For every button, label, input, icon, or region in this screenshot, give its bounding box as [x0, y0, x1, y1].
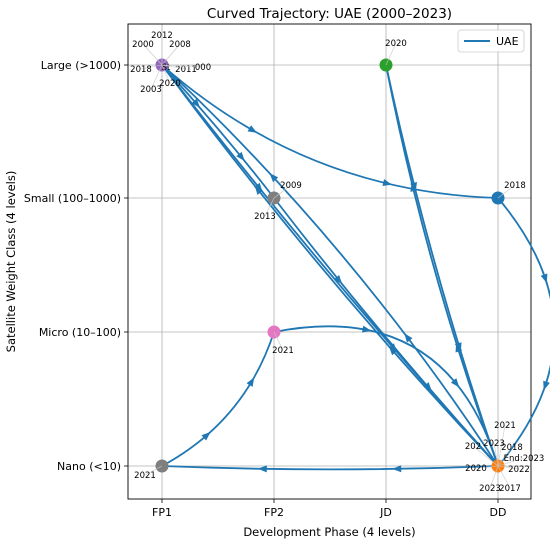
trajectory-segment [161, 331, 275, 467]
year-annotation: 2018 [501, 443, 523, 453]
year-annotation: 2020 [385, 39, 407, 49]
trajectory-segment [161, 64, 499, 467]
y-tick-label: Micro (10–100) [39, 326, 121, 339]
year-annotation: 2020 [159, 79, 181, 89]
direction-arrow [246, 377, 255, 387]
direction-arrow [540, 273, 548, 284]
direction-arrow [191, 98, 200, 108]
direction-arrow [333, 274, 343, 285]
direction-arrow [254, 182, 263, 193]
y-tick-label: Small (100–1000) [24, 192, 121, 205]
y-axis-label: Satellite Weight Class (4 levels) [4, 171, 18, 353]
x-tick-label: FP2 [264, 506, 284, 519]
year-annotation: 2008 [169, 40, 191, 50]
plot-frame [127, 23, 532, 500]
direction-arrow [410, 181, 417, 192]
annotation-leader [497, 465, 511, 489]
direction-arrow [269, 173, 279, 183]
direction-arrow [257, 465, 267, 473]
x-axis-label: Development Phase (4 levels) [243, 525, 415, 539]
annotation-leader [497, 457, 525, 467]
legend-box [457, 29, 525, 53]
year-annotation: 2017 [499, 484, 521, 494]
direction-arrow [404, 333, 413, 343]
year-annotation: 2000 [132, 40, 154, 50]
direction-arrow [454, 342, 462, 352]
trajectory-segment [385, 64, 499, 467]
year-annotation: 2013 [254, 212, 276, 222]
annotation-leader [493, 442, 499, 467]
annotation-leader [497, 424, 506, 467]
direction-arrow [236, 151, 245, 162]
annotation-leader [142, 43, 163, 66]
annotation-leader [144, 465, 163, 476]
y-tick-label: Large (>1000) [41, 59, 121, 72]
year-annotation: St [162, 63, 171, 73]
trajectory-segment [273, 325, 499, 467]
year-annotation: 2021 [272, 346, 294, 356]
annotation-leader [475, 465, 499, 469]
annotation-leader [273, 331, 284, 351]
annotation-leader [497, 465, 520, 470]
legend-entry: UAE [496, 35, 519, 48]
trajectory-segment [161, 465, 499, 471]
year-annotation: 2018 [504, 181, 526, 191]
annotation-leader [264, 197, 275, 217]
direction-arrow [361, 325, 372, 333]
direction-arrow [247, 125, 258, 133]
annotation-leader [140, 64, 163, 70]
annotation-leader [497, 446, 513, 467]
legend: UAE [457, 29, 525, 53]
year-annotation: End:2023 [504, 454, 545, 464]
year-annotation: 2003 [140, 85, 162, 95]
year-annotation: 2021 [134, 471, 156, 481]
annotation-leader [161, 64, 187, 70]
trajectory-segment [385, 64, 499, 467]
direction-arrow [392, 465, 402, 473]
annotation-leader [472, 445, 499, 467]
annotation-leader [385, 42, 397, 66]
year-annotation: 2011 [175, 65, 197, 75]
trajectory-segment [497, 197, 550, 467]
year-annotation: 2023 [479, 484, 501, 494]
direction-arrow [201, 431, 211, 441]
year-annotation: 2022 [508, 465, 530, 475]
direction-arrow [543, 380, 550, 391]
annotation-leader [489, 465, 499, 489]
chart-title: Curved Trajectory: UAE (2000–2023) [207, 6, 452, 22]
direction-arrow [382, 179, 393, 186]
year-annotation: 2012 [151, 31, 173, 41]
year-annotation: 202 [465, 442, 481, 452]
x-tick-label: DD [490, 506, 507, 519]
year-annotation: 2020 [465, 464, 487, 474]
year-annotation: 2021 [494, 421, 516, 431]
x-tick-label: JD [379, 506, 392, 519]
direction-arrow [388, 343, 398, 353]
trajectory-segment [161, 64, 499, 199]
annotation-leader [273, 184, 292, 199]
trajectory-segment [161, 64, 275, 199]
year-annotation: 2009 [280, 181, 302, 191]
annotation-leader [497, 184, 516, 199]
y-tick-label: Nano (<10) [57, 460, 121, 473]
trajectory-segment [161, 64, 499, 467]
direction-arrow [450, 378, 460, 388]
annotation-leader [161, 43, 181, 66]
year-annotation: 000 [195, 63, 211, 73]
trajectory-segment [161, 64, 499, 467]
x-tick-label: FP1 [152, 506, 172, 519]
year-annotation: 2023 [483, 439, 505, 449]
year-annotation: 2018 [130, 65, 152, 75]
annotation-leader [161, 64, 204, 68]
annotation-leader [161, 64, 171, 84]
annotation-leader [150, 64, 163, 90]
